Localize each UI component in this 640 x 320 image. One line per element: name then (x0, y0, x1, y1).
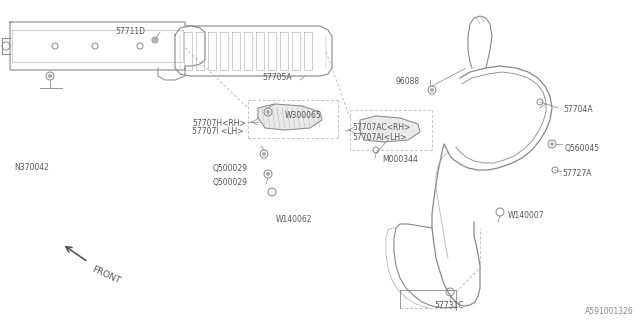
Text: W140007: W140007 (508, 212, 545, 220)
Circle shape (266, 110, 269, 114)
Text: Q560045: Q560045 (565, 143, 600, 153)
Text: 57711D: 57711D (115, 28, 145, 36)
Text: 57705A: 57705A (262, 74, 292, 83)
Text: FRONT: FRONT (90, 265, 122, 286)
Text: 57704A: 57704A (563, 106, 593, 115)
Text: 96088: 96088 (395, 77, 419, 86)
Text: 57707AI<LH>: 57707AI<LH> (352, 133, 406, 142)
Text: 57707H<RH>: 57707H<RH> (192, 119, 246, 129)
Text: 57731C: 57731C (434, 300, 463, 309)
Text: W140062: W140062 (276, 215, 312, 225)
Text: Q500029: Q500029 (213, 178, 248, 187)
Circle shape (49, 75, 51, 77)
Text: Q500029: Q500029 (213, 164, 248, 172)
Text: 57707AC<RH>: 57707AC<RH> (352, 124, 410, 132)
Circle shape (431, 89, 433, 92)
Text: 57727A: 57727A (562, 170, 591, 179)
Polygon shape (360, 116, 420, 142)
Circle shape (262, 153, 266, 156)
Text: N370042: N370042 (14, 164, 49, 172)
Text: 57707I <LH>: 57707I <LH> (192, 127, 243, 137)
Text: M000344: M000344 (382, 156, 418, 164)
Polygon shape (258, 104, 322, 130)
Text: W300065: W300065 (285, 110, 322, 119)
Circle shape (154, 38, 157, 42)
Circle shape (266, 172, 269, 175)
Text: A591001326: A591001326 (585, 307, 634, 316)
Circle shape (550, 142, 554, 146)
